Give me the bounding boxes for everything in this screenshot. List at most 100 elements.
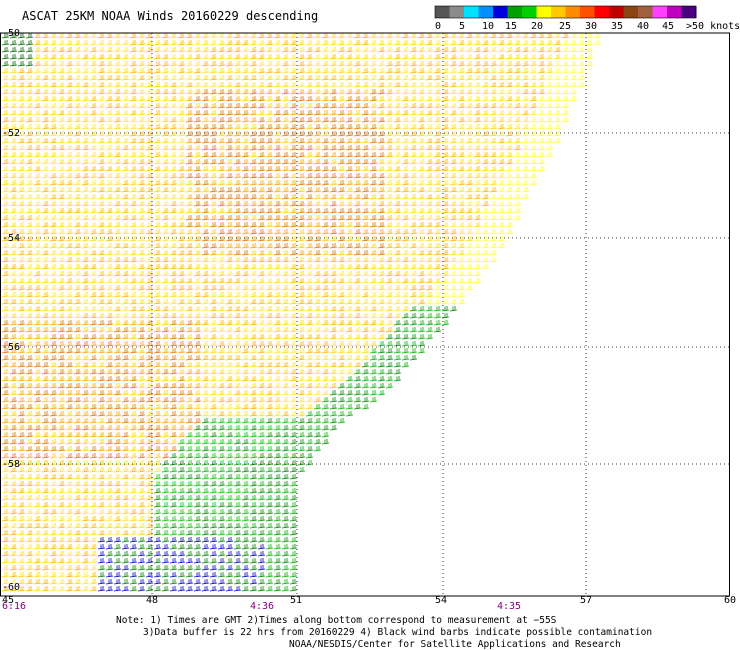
wind-barb [329,89,338,95]
wind-barb [505,40,514,46]
wind-barb [537,47,546,53]
wind-barb [569,61,578,67]
wind-barb [185,33,194,39]
wind-barb [129,96,138,102]
wind-barb [497,89,506,95]
wind-barb [17,68,26,74]
wind-barb [497,54,506,60]
wind-barb [217,89,226,95]
wind-barb [129,82,138,88]
wind-barb [57,145,66,151]
wind-barb [193,124,202,130]
wind-barb [297,89,306,95]
wind-barb [329,40,338,46]
wind-barb [201,145,210,151]
wind-barb [585,54,594,60]
wind-barb [257,68,266,74]
wind-barb [465,145,474,151]
wind-barb [273,138,282,144]
wind-barb [585,40,594,46]
wind-barb [161,145,170,151]
wind-barb [297,96,306,102]
wind-barb [497,110,506,116]
wind-barb [25,110,34,116]
wind-barb [49,82,58,88]
wind-barb [17,96,26,102]
wind-barb [9,117,18,123]
wind-barb [153,124,162,130]
wind-barb [257,103,266,109]
wind-barb [153,33,162,39]
wind-barb [177,61,186,67]
legend-label: 20 [531,21,543,32]
wind-barb [193,96,202,102]
wind-barb [497,33,506,39]
wind-barb [73,82,82,88]
wind-barb [233,68,242,74]
wind-barb [177,117,186,123]
wind-barb [321,110,330,116]
wind-barb [289,75,298,81]
wind-barb [145,68,154,74]
wind-barb [121,124,130,130]
wind-barb [505,124,514,130]
wind-barb [193,82,202,88]
wind-barb [233,82,242,88]
wind-barb [233,96,242,102]
wind-barb [329,33,338,39]
legend-swatch [493,6,508,18]
wind-barb [73,47,82,53]
wind-barb [473,124,482,130]
wind-barb [425,75,434,81]
wind-barb [465,124,474,130]
wind-barb [49,75,58,81]
wind-barb [305,110,314,116]
wind-barb [65,96,74,102]
lon-label: 54 [435,595,447,606]
wind-barb [353,33,362,39]
lat-label: -52 [2,128,20,139]
wind-barb [313,96,322,102]
wind-barb [89,138,98,144]
wind-barb [561,82,570,88]
wind-barb [89,40,98,46]
wind-barb [257,131,266,137]
wind-barb [153,103,162,109]
wind-barb [321,47,330,53]
wind-barb [497,124,506,130]
wind-barb [409,138,418,144]
wind-barb [217,124,226,130]
wind-barb [1,103,10,109]
wind-barb [425,131,434,137]
wind-barb [265,124,274,130]
wind-barb [585,33,594,39]
wind-barb [353,110,362,116]
wind-barb [265,61,274,67]
wind-barb [297,47,306,53]
wind-barb [481,145,490,151]
wind-barb [281,75,290,81]
wind-barb [553,131,562,137]
wind-barb [473,54,482,60]
wind-barb [377,54,386,60]
wind-barb [81,124,90,130]
wind-barb [465,89,474,95]
wind-barb [353,75,362,81]
wind-barb [385,61,394,67]
wind-barb [81,96,90,102]
wind-barb [297,82,306,88]
wind-barb [217,110,226,116]
wind-barb [377,40,386,46]
wind-barb [417,145,426,151]
wind-barb [505,131,514,137]
wind-barb [17,131,26,137]
wind-barb [105,47,114,53]
wind-barb [337,68,346,74]
wind-barb [257,82,266,88]
wind-barb [353,82,362,88]
wind-barb [385,110,394,116]
wind-barb [417,40,426,46]
wind-barb [9,40,18,46]
wind-barb [297,138,306,144]
wind-barb [433,96,442,102]
